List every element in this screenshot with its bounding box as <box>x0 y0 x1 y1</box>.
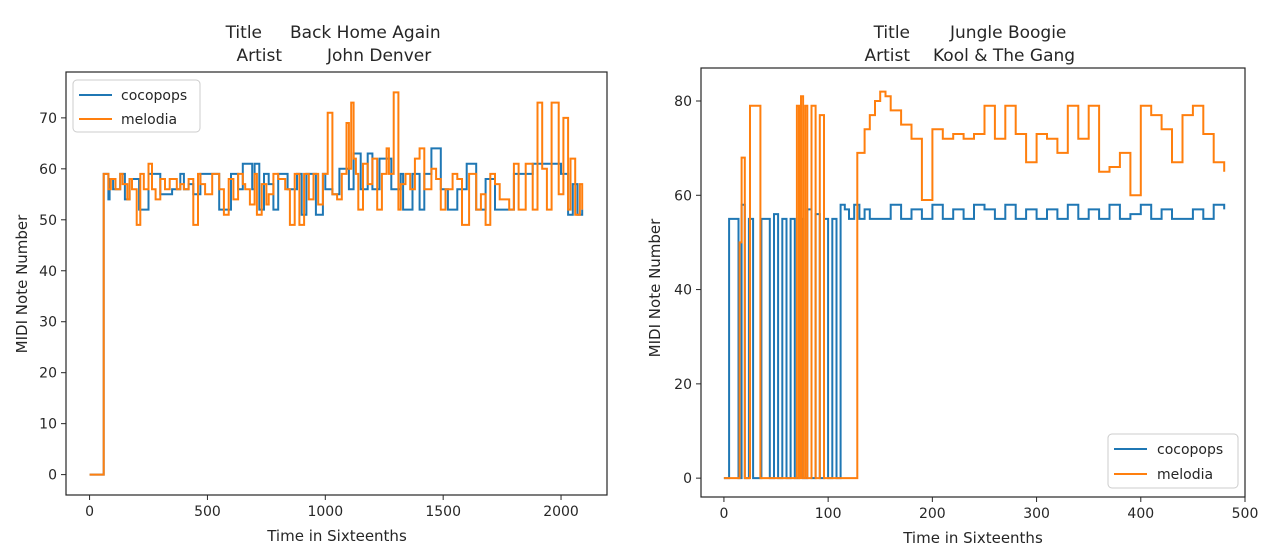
chart-right-y-tick-label: 80 <box>674 94 692 110</box>
chart-right-plot-area <box>723 90 1226 480</box>
chart-left-y-axis-label: MIDI Note Number <box>13 214 31 353</box>
chart-left-y-tick-label: 70 <box>39 111 57 127</box>
chart-left-x-ticks: 0 500 1000 1500 2000 <box>85 495 579 520</box>
chart-left: Title Back Home Again Artist John Denver… <box>13 23 608 545</box>
chart-left-plot-area <box>89 91 584 476</box>
chart-left-title-label-1: Title <box>225 23 262 43</box>
chart-left-series-melodia <box>89 91 584 476</box>
chart-left-legend: cocopops melodia <box>72 79 201 133</box>
chart-right-x-tick-label: 200 <box>919 506 946 522</box>
chart-left-title-value-2: John Denver <box>326 46 431 66</box>
chart-right-legend-label-cocopops: cocopops <box>1157 442 1223 458</box>
chart-left-x-axis-label: Time in Sixteenths <box>266 527 407 545</box>
chart-right-x-axis-label: Time in Sixteenths <box>902 529 1043 547</box>
chart-right-x-tick-label: 0 <box>719 506 728 522</box>
chart-left-y-tick-label: 40 <box>39 264 57 280</box>
chart-right: Title Jungle Boogie Artist Kool & The Ga… <box>646 23 1258 547</box>
chart-right-title-label-2: Artist <box>864 46 910 66</box>
chart-right-y-tick-label: 0 <box>683 471 692 487</box>
chart-right-x-tick-label: 300 <box>1023 506 1050 522</box>
chart-right-legend-label-melodia: melodia <box>1157 467 1213 483</box>
chart-left-x-tick-label: 2000 <box>543 504 579 520</box>
chart-right-series-melodia <box>723 90 1226 480</box>
chart-left-y-tick-label: 60 <box>39 162 57 178</box>
chart-right-y-ticks: 0 20 40 60 80 <box>674 94 701 487</box>
chart-right-x-ticks: 0 100 200 300 400 500 <box>719 497 1258 522</box>
chart-right-y-tick-label: 20 <box>674 377 692 393</box>
chart-left-y-ticks: 0 10 20 30 40 50 60 70 <box>39 111 66 484</box>
chart-right-title-value-2: Kool & The Gang <box>933 46 1075 66</box>
chart-right-legend: cocopops melodia <box>1107 433 1239 489</box>
chart-left-x-tick-label: 1500 <box>425 504 461 520</box>
chart-left-series-cocopops <box>89 147 584 476</box>
chart-left-y-tick-label: 30 <box>39 315 57 331</box>
chart-left-x-tick-label: 1000 <box>307 504 343 520</box>
chart-left-x-tick-label: 500 <box>194 504 221 520</box>
chart-right-y-tick-label: 60 <box>674 188 692 204</box>
chart-right-x-tick-label: 500 <box>1232 506 1259 522</box>
chart-right-title-value-1: Jungle Boogie <box>949 23 1066 43</box>
chart-left-x-tick-label: 0 <box>85 504 94 520</box>
chart-left-title-value-1: Back Home Again <box>290 23 441 43</box>
chart-left-axes-frame <box>65 71 608 496</box>
chart-left-title-label-2: Artist <box>236 46 282 66</box>
chart-right-axes-frame <box>700 67 1246 498</box>
chart-left-y-tick-label: 50 <box>39 213 57 229</box>
chart-left-title: Title Back Home Again Artist John Denver <box>225 23 441 66</box>
chart-right-x-tick-label: 100 <box>815 506 842 522</box>
chart-left-legend-label-melodia: melodia <box>121 112 177 128</box>
chart-left-y-tick-label: 0 <box>48 468 57 484</box>
chart-right-title-label-1: Title <box>873 23 910 43</box>
chart-left-y-tick-label: 10 <box>39 417 57 433</box>
chart-right-y-axis-label: MIDI Note Number <box>646 218 664 357</box>
chart-left-y-tick-label: 20 <box>39 366 57 382</box>
chart-left-legend-label-cocopops: cocopops <box>121 88 187 104</box>
chart-right-x-tick-label: 400 <box>1127 506 1154 522</box>
chart-right-title: Title Jungle Boogie Artist Kool & The Ga… <box>864 23 1075 66</box>
chart-right-series-cocopops <box>723 203 1226 480</box>
chart-right-y-tick-label: 40 <box>674 283 692 299</box>
